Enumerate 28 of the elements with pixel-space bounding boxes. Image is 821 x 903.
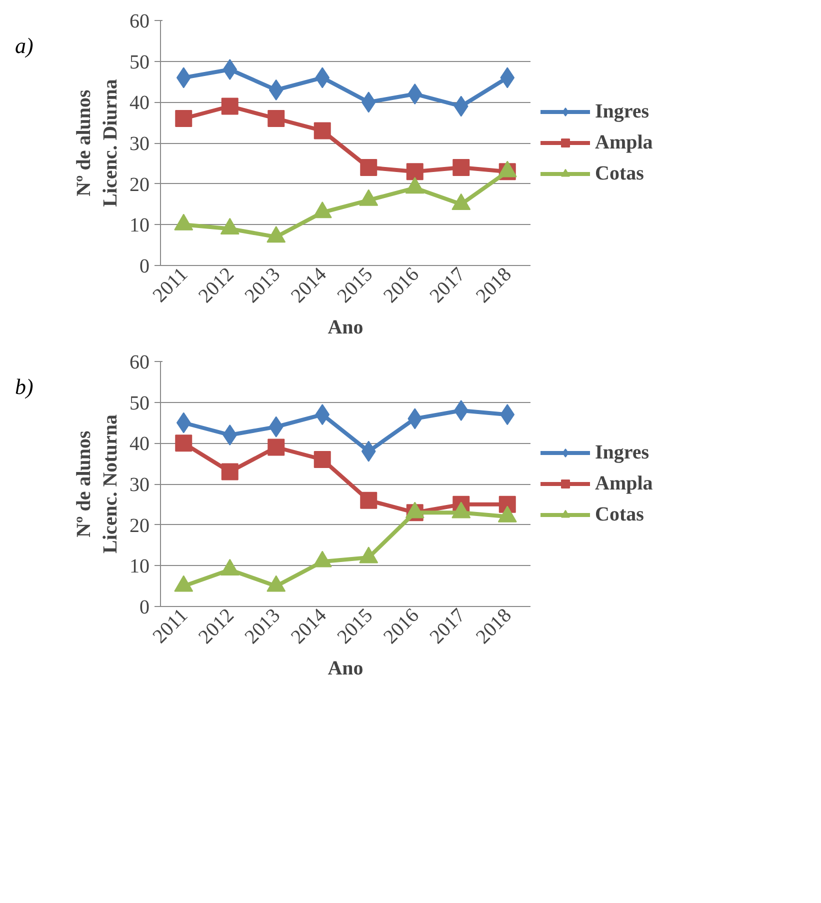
y-tick-label: 40 <box>130 433 150 456</box>
x-tick-label: 2011 <box>148 604 192 648</box>
y-tick-label: 50 <box>130 51 150 74</box>
y-tick-label: 40 <box>130 92 150 114</box>
y-axis-title: Nº de alunos Licenc. Diurna <box>73 79 122 207</box>
y-axis-title: Nº de alunos Licenc. Noturna <box>73 414 122 554</box>
y-tick-label: 10 <box>130 214 150 237</box>
y-tick-label: 10 <box>130 556 150 578</box>
legend-label: Cotas <box>595 162 644 185</box>
y-tick-label: 30 <box>130 474 150 496</box>
y-tick-label: 0 <box>140 596 150 618</box>
y-tick-label: 20 <box>130 514 150 537</box>
legend-label: Cotas <box>595 503 644 526</box>
text: b) <box>15 373 34 401</box>
legend-label: Ingres <box>595 100 650 123</box>
legend-label: Ampla <box>595 131 653 154</box>
legend-label: Ingres <box>595 441 650 464</box>
y-tick-label: 20 <box>130 174 150 196</box>
x-axis-title: Ano <box>328 316 364 339</box>
x-axis-title: Ano <box>328 658 364 680</box>
y-tick-label: 30 <box>130 133 150 155</box>
y-tick-label: 60 <box>130 10 150 32</box>
x-tick-label: 2011 <box>148 263 192 307</box>
text: a) <box>15 32 34 60</box>
y-tick-label: 50 <box>130 392 150 414</box>
y-tick-label: 0 <box>140 256 150 278</box>
legend-label: Ampla <box>595 472 653 495</box>
y-tick-label: 60 <box>130 352 150 374</box>
